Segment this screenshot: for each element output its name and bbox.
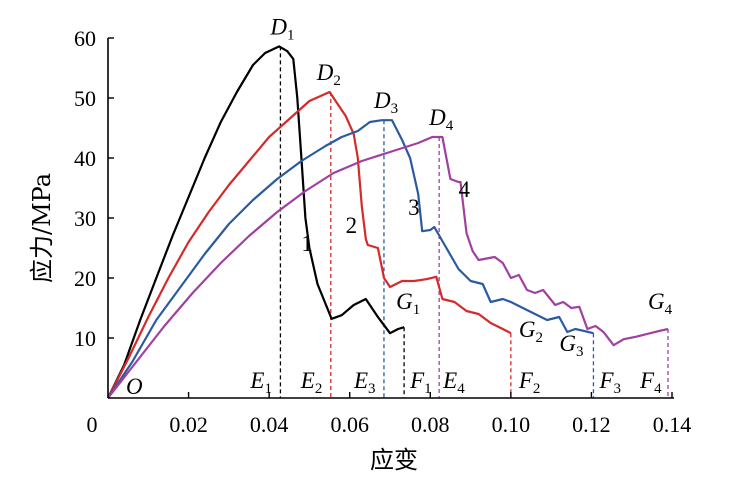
y-tick-label: 60 bbox=[74, 26, 96, 51]
x-tick-label: 0.10 bbox=[492, 412, 531, 437]
labels: O 1 D1 G1 E1 F1 2 D2 G2 E2 F2 3 D3 G3 E3 F3 4 D4 G4 E4 F4 bbox=[126, 14, 673, 399]
x-tick-label: 0.08 bbox=[411, 412, 450, 437]
end-foot-label: F4 bbox=[639, 368, 662, 397]
x-axis-title: 应变 bbox=[370, 446, 418, 474]
y-tick-label: 50 bbox=[74, 86, 96, 111]
curve-label: 3 bbox=[408, 195, 420, 220]
y-tick-label: 10 bbox=[74, 326, 96, 351]
curves bbox=[107, 45, 669, 399]
curve-label: 1 bbox=[301, 231, 313, 256]
end-foot-label: F2 bbox=[518, 368, 541, 397]
peak-label: D4 bbox=[428, 105, 454, 134]
end-foot-label: F3 bbox=[598, 368, 621, 397]
end-label: G3 bbox=[559, 331, 583, 360]
guide-lines bbox=[279, 46, 669, 398]
end-label: G4 bbox=[648, 289, 673, 318]
peak-foot-label: E1 bbox=[249, 368, 272, 397]
curve-label: 4 bbox=[458, 177, 470, 202]
axes: 0 0.02 0.04 0.06 0.08 0.10 0.12 0.14 10 20 30 40 50 6… bbox=[28, 26, 691, 474]
peak-foot-label: E2 bbox=[300, 368, 323, 397]
peak-foot-label: E3 bbox=[353, 368, 376, 397]
y-tick-label: 30 bbox=[74, 206, 96, 231]
peak-label: D1 bbox=[269, 14, 294, 43]
x-tick-label: 0.06 bbox=[330, 412, 369, 437]
x-tick-label: 0.12 bbox=[572, 412, 611, 437]
curve-3 bbox=[107, 119, 594, 399]
x-tick-label: 0.04 bbox=[250, 412, 289, 437]
x-tick-label: 0 bbox=[87, 412, 98, 437]
peak-label: D2 bbox=[316, 60, 341, 89]
curve-label: 2 bbox=[346, 213, 358, 238]
curve-2 bbox=[107, 90, 512, 399]
peak-foot-label: E4 bbox=[442, 368, 465, 397]
y-axis-title: 应力/MPa bbox=[28, 173, 56, 283]
end-label: G2 bbox=[519, 317, 543, 346]
peak-label: D3 bbox=[373, 88, 398, 117]
y-tick-label: 40 bbox=[74, 146, 96, 171]
end-label: G1 bbox=[396, 289, 420, 318]
y-tick-label: 20 bbox=[74, 266, 96, 291]
x-tick-label: 0.14 bbox=[653, 412, 692, 437]
origin-label: O bbox=[126, 374, 143, 399]
curve-1 bbox=[107, 45, 405, 399]
curve-4 bbox=[107, 135, 669, 399]
end-foot-label: F1 bbox=[409, 368, 432, 397]
x-tick-label: 0.02 bbox=[169, 412, 208, 437]
